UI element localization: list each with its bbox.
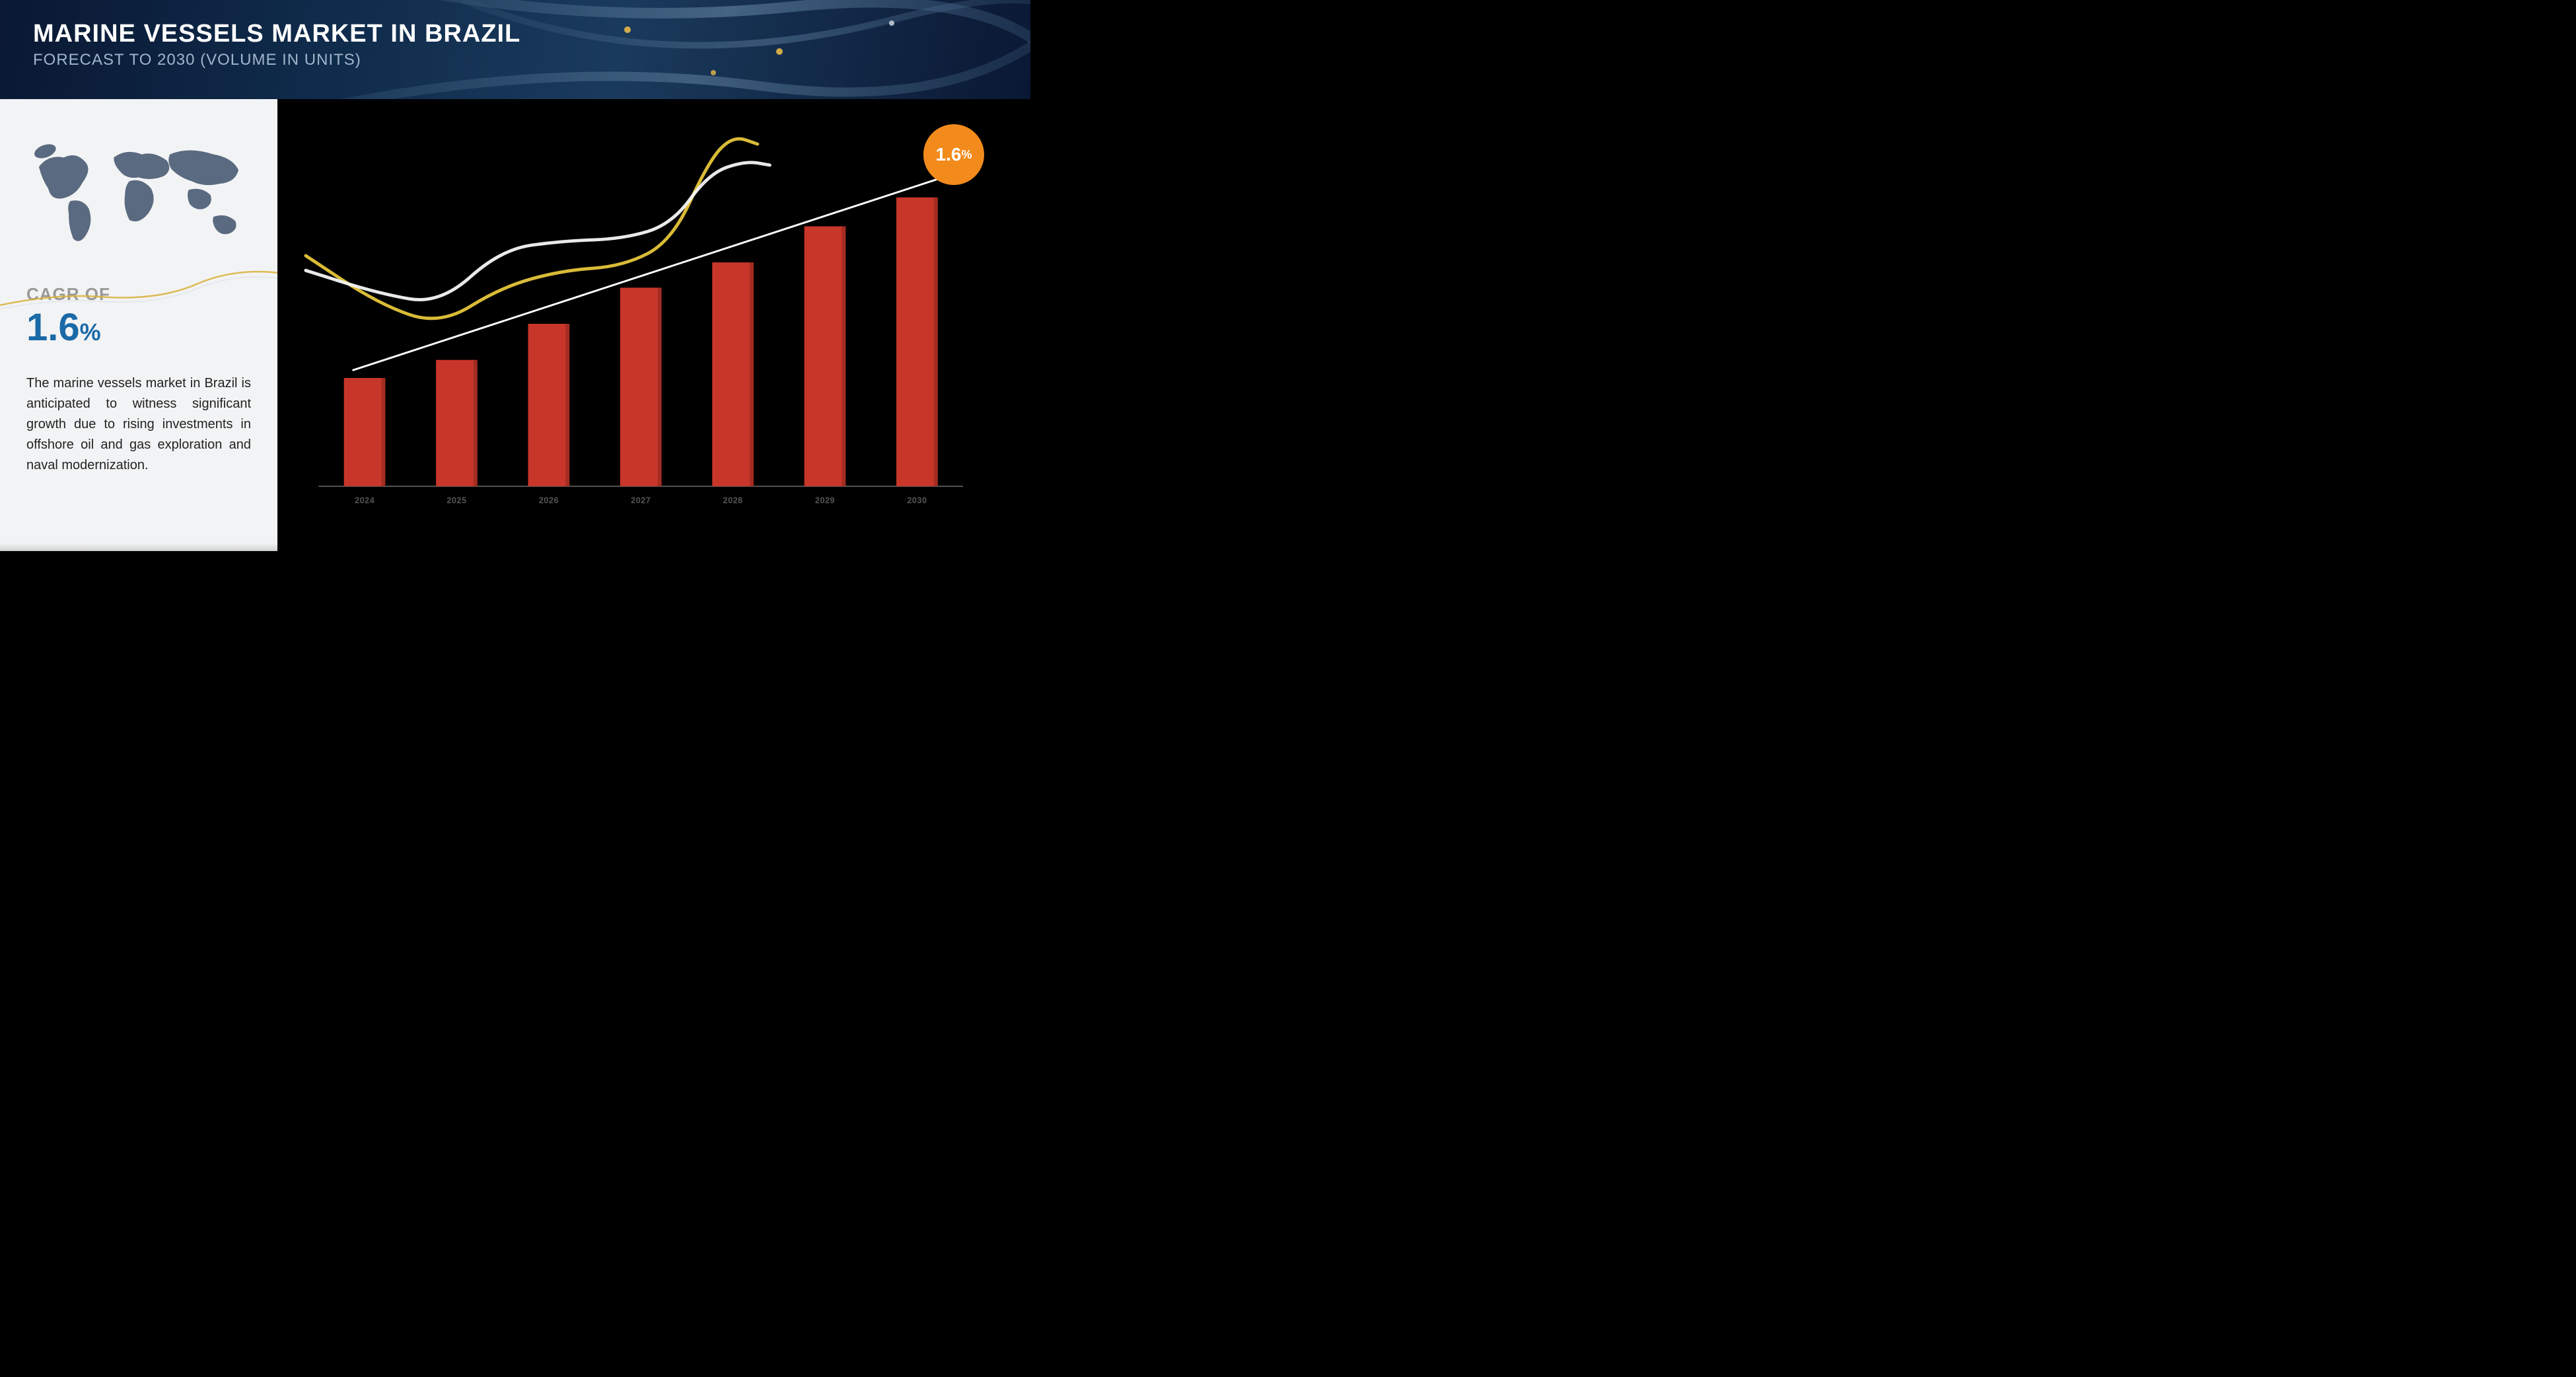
header-background-graphic <box>0 0 1030 99</box>
svg-text:2029: 2029 <box>815 496 835 505</box>
svg-text:2028: 2028 <box>723 496 743 505</box>
page-title: MARINE VESSELS MARKET IN BRAZIL <box>33 20 997 48</box>
page-subtitle: FORECAST TO 2030 (VOLUME IN UNITS) <box>33 51 997 69</box>
svg-text:2024: 2024 <box>355 496 375 505</box>
world-map-icon <box>26 126 251 264</box>
cagr-number: 1.6 <box>26 306 80 349</box>
cagr-percent: % <box>80 318 101 346</box>
header: MARINE VESSELS MARKET IN BRAZIL FORECAST… <box>0 0 1030 99</box>
description-text: The marine vessels market in Brazil is a… <box>26 373 251 476</box>
svg-text:2026: 2026 <box>539 496 559 505</box>
svg-text:2025: 2025 <box>447 496 466 505</box>
cagr-badge: 1.6% <box>923 124 984 185</box>
infographic-container: MARINE VESSELS MARKET IN BRAZIL FORECAST… <box>0 0 1030 551</box>
svg-text:2027: 2027 <box>631 496 651 505</box>
svg-text:2030: 2030 <box>907 496 927 505</box>
world-map-graphic <box>26 119 251 271</box>
content-row: CAGR OF 1.6% The marine vessels market i… <box>0 99 1030 551</box>
chart-area: 2024 2025 2026 2027 2028 2029 2030 1.6% <box>277 99 1030 551</box>
cagr-value: 1.6% <box>26 309 251 347</box>
cagr-label: CAGR OF <box>26 284 251 305</box>
sidebar: CAGR OF 1.6% The marine vessels market i… <box>0 99 277 551</box>
bar-chart: 2024 2025 2026 2027 2028 2029 2030 <box>291 112 1004 538</box>
cagr-badge-number: 1.6 <box>936 144 962 165</box>
cagr-badge-percent: % <box>961 148 972 162</box>
